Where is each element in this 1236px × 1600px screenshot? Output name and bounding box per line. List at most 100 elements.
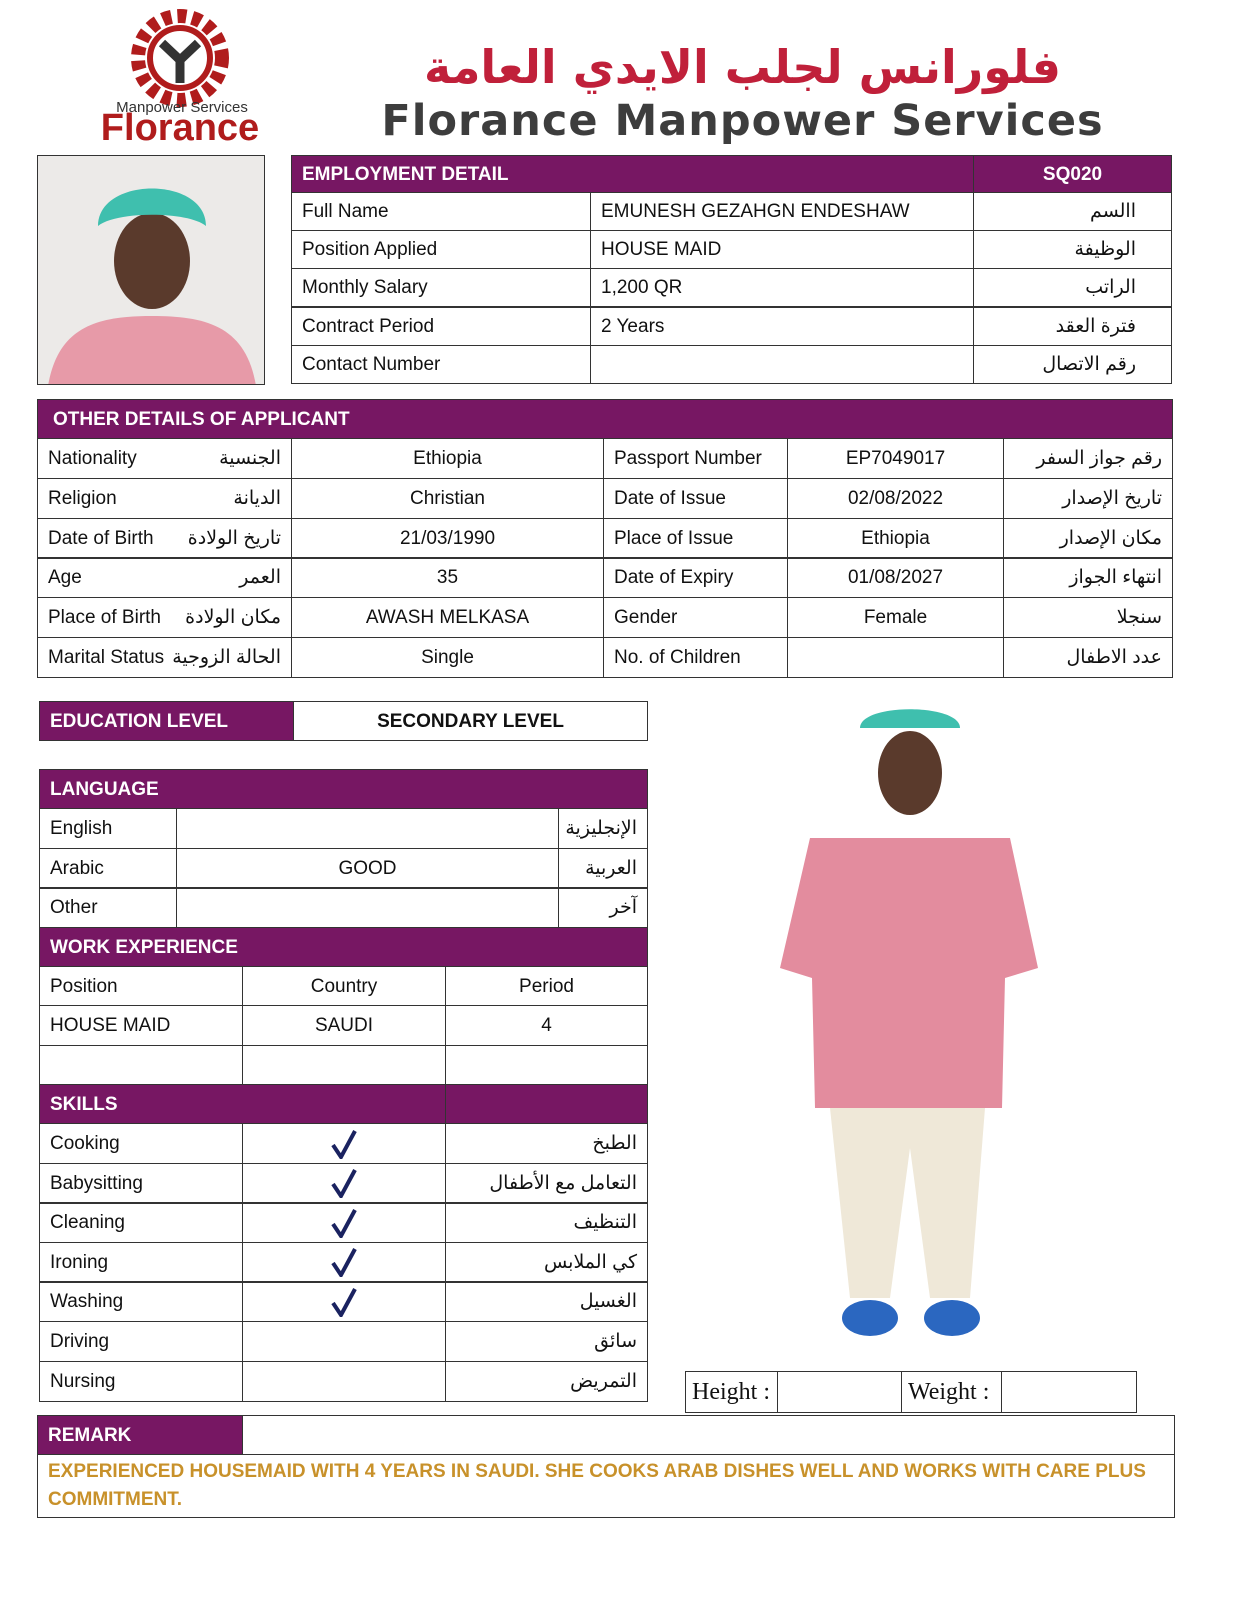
field-label-cell: Date of Birth تاريخ الولادة [37,517,292,559]
field-label-arabic: العمر [239,567,281,589]
skill-name-arabic: سائق [445,1321,648,1362]
field-value [590,344,974,384]
skill-name: Cooking [39,1123,243,1164]
skill-name-arabic: الطبخ [445,1123,648,1164]
remark-text: EXPERIENCED HOUSEMAID WITH 4 YEARS IN SA… [37,1454,1175,1518]
experience-cell: 4 [445,1005,648,1046]
field-label: Gender [603,597,788,639]
logo-name: Florance [101,107,259,148]
field-value: 2 Years [590,306,974,346]
skill-name: Cleaning [39,1202,243,1244]
reference-code: SQ020 [973,155,1172,193]
experience-cell: SAUDI [242,1005,446,1046]
experience-cell [445,1044,648,1086]
check-mark [331,1169,357,1199]
language-name: Other [39,887,177,929]
field-label: Position Applied [291,230,591,270]
field-label-arabic: الوظيفة [973,230,1172,270]
section-header: LANGUAGE [39,769,648,809]
skill-name: Driving [39,1321,243,1362]
field-label-arabic: انتهاء الجواز [1003,557,1173,599]
field-label: Passport Number [603,438,788,479]
language-name-arabic: العربية [558,847,648,889]
skill-name-arabic: التعامل مع الأطفال [445,1162,648,1204]
section-header: OTHER DETAILS OF APPLICANT [37,399,1173,439]
section-header: WORK EXPERIENCE [39,927,648,967]
field-value: 02/08/2022 [787,477,1004,519]
education-value: SECONDARY LEVEL [293,701,648,741]
field-value: 1,200 QR [590,268,974,308]
field-label: Marital Status [48,647,165,668]
arabic-company-name: فلورانس لجلب الايدي العامة [424,40,1061,94]
field-value: Christian [291,477,604,519]
language-level [176,808,559,849]
field-label: No. of Children [603,637,788,678]
skill-name-arabic: التمريض [445,1360,648,1402]
field-label: Place of Birth [48,607,161,629]
skill-check-cell [242,1123,446,1164]
check-mark [331,1208,357,1238]
field-label: Date of Issue [603,477,788,519]
field-label-arabic: الجنسية [219,448,281,469]
remark-header-fill [242,1415,1175,1455]
experience-cell [242,1044,446,1086]
field-label: Contract Period [291,306,591,346]
skill-name-arabic: التنظيف [445,1202,648,1244]
field-label-cell: Nationality الجنسية [37,438,292,479]
experience-cell [39,1044,243,1086]
field-value: EP7049017 [787,438,1004,479]
field-label-arabic: رقم جواز السفر [1003,438,1173,479]
field-label-arabic: سنجلا [1003,597,1173,639]
field-value: Ethiopia [787,517,1004,559]
column-header: Period [445,966,648,1006]
language-level: GOOD [176,847,559,889]
experience-cell: HOUSE MAID [39,1005,243,1046]
skill-name-arabic: الغسيل [445,1281,648,1323]
full-body-photo [780,709,1038,1336]
weight-label: Weight : [901,1371,1002,1413]
field-label: Full Name [291,192,591,231]
logo: Manpower Services Florance [101,9,259,148]
skill-name: Ironing [39,1241,243,1283]
section-header: EMPLOYMENT DETAIL [291,155,974,193]
field-label-cell: Religion الديانة [37,477,292,519]
skill-check-cell [242,1281,446,1323]
skill-check-cell [242,1162,446,1204]
check-mark [331,1129,357,1159]
field-label-arabic: الراتب [973,268,1172,308]
section-header: EDUCATION LEVEL [39,701,294,741]
field-label: Monthly Salary [291,268,591,308]
column-header: Position [39,966,243,1006]
field-value: HOUSE MAID [590,230,974,270]
height-label: Height : [685,1371,778,1413]
field-label-arabic: فترة العقد [973,306,1172,346]
section-header: REMARK [37,1415,243,1455]
language-name-arabic: الإنجليزية [558,808,648,849]
skill-name: Babysitting [39,1162,243,1204]
skill-check-cell [242,1360,446,1402]
field-value: 35 [291,557,604,599]
language-name: Arabic [39,847,177,889]
field-label: Date of Expiry [603,557,788,599]
field-label: Religion [48,487,117,509]
field-value: Ethiopia [291,438,604,479]
field-label-arabic: الديانة [233,487,281,509]
check-mark [331,1248,357,1278]
field-value [787,637,1004,678]
skill-check-cell [242,1321,446,1362]
language-name-arabic: آخر [558,887,648,929]
profile-photo [37,155,265,385]
field-label: Place of Issue [603,517,788,559]
field-value: AWASH MELKASA [291,597,604,639]
field-label: Age [48,567,82,589]
field-value: EMUNESH GEZAHGN ENDESHAW [590,192,974,231]
field-label-arabic: مكان الإصدار [1003,517,1173,559]
skill-name-arabic: كي الملابس [445,1241,648,1283]
field-value: 21/03/1990 [291,517,604,559]
skill-name: Nursing [39,1360,243,1402]
section-header: SKILLS [39,1084,446,1124]
field-label: Contact Number [291,344,591,384]
field-value: Female [787,597,1004,639]
check-mark [331,1287,357,1317]
